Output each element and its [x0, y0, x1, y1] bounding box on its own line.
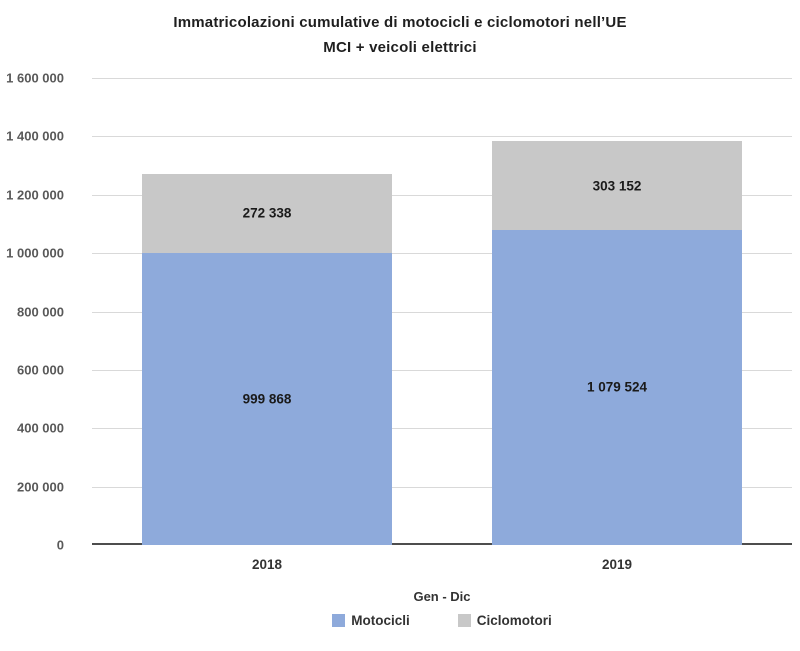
x-tick-label: 2018: [251, 557, 283, 572]
legend-label: Motocicli: [351, 613, 410, 628]
x-axis-line: [92, 543, 792, 545]
data-label: 1 079 524: [586, 379, 648, 395]
legend-item-motocicli: Motocicli: [332, 613, 410, 628]
y-tick-label: 0: [56, 537, 64, 553]
legend: Motocicli Ciclomotori: [92, 613, 792, 628]
data-label: 272 338: [242, 205, 292, 221]
y-tick-label: 800 000: [17, 304, 64, 319]
legend-item-ciclomotori: Ciclomotori: [457, 613, 552, 628]
gridline: [92, 194, 792, 196]
y-tick-label: 200 000: [17, 479, 64, 495]
y-tick-label: 1 000 000: [6, 245, 64, 261]
gridline: [92, 428, 792, 430]
gridline: [92, 253, 792, 255]
data-label: 999 868: [242, 391, 292, 407]
chart-title: Immatricolazioni cumulative di motocicli…: [0, 11, 800, 61]
legend-label: Ciclomotori: [476, 613, 552, 628]
bar-segment-ciclomotori: 272 338: [142, 173, 392, 254]
legend-swatch-icon: [332, 614, 346, 627]
x-axis-title: Gen - Dic: [413, 589, 471, 604]
gridline: [92, 369, 792, 371]
y-tick-label: 400 000: [17, 420, 64, 436]
chart-title-line2: MCI + veicoli elettrici: [323, 38, 477, 56]
y-axis: 0 200 000 400 000 600 000 800 000 1 000 000 1 …: [0, 71, 64, 553]
gridline: [92, 136, 792, 138]
data-label: 303 152: [592, 178, 642, 194]
bar-segment-motocicli: 999 868: [142, 253, 392, 545]
chart-title-line1: Immatricolazioni cumulative di motocicli…: [173, 14, 627, 31]
bar-segment-motocicli: 1 079 524: [492, 229, 742, 545]
y-tick-label: 1 600 000: [6, 70, 64, 86]
gridline: [92, 311, 792, 313]
x-tick-label: 2019: [601, 557, 633, 572]
bar-segment-ciclomotori: 303 152: [492, 141, 742, 230]
legend-swatch-icon: [457, 614, 471, 627]
y-tick-label: 600 000: [17, 362, 64, 378]
gridline: [92, 486, 792, 488]
plot-area: 999 868 272 338 2018 1 079 524 303 152 2019: [92, 78, 792, 572]
gridline: [92, 78, 792, 79]
y-tick-label: 1 400 000: [6, 128, 64, 144]
y-tick-label: 1 200 000: [6, 187, 64, 203]
